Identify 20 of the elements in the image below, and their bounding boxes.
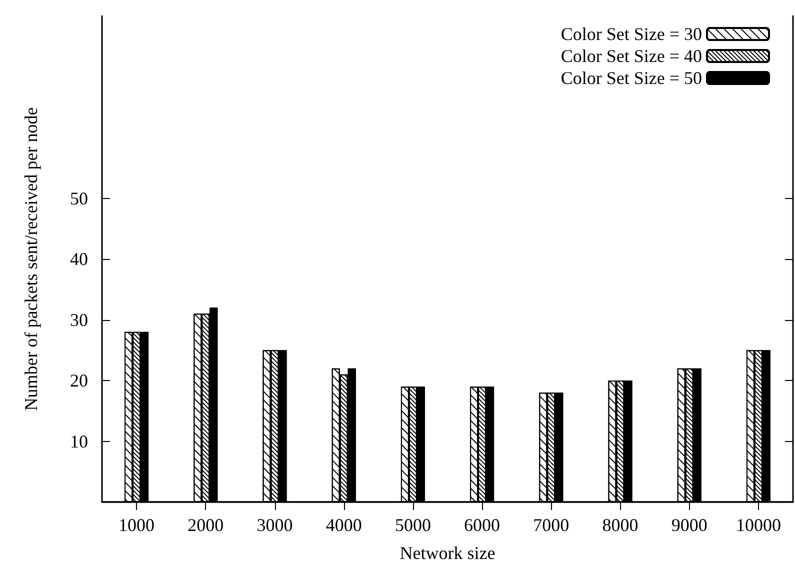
- y-tick-label: 40: [70, 249, 88, 269]
- legend-label: Color Set Size = 30: [560, 24, 702, 44]
- y-tick-label: 20: [70, 370, 88, 390]
- legend-label: Color Set Size = 40: [560, 46, 702, 66]
- x-tick-label: 10000: [736, 515, 781, 535]
- x-tick-label: 5000: [394, 515, 431, 535]
- y-tick-label: 30: [70, 310, 88, 330]
- y-axis-title: Number of packets sent/received per node: [21, 107, 41, 411]
- x-tick-label: 8000: [602, 515, 638, 535]
- x-tick-label: 7000: [533, 515, 570, 535]
- y-tick-label: 50: [70, 188, 88, 208]
- x-tick-label: 2000: [188, 515, 224, 535]
- x-tick-label: 4000: [326, 515, 362, 535]
- y-tick-label: 10: [70, 431, 88, 452]
- x-axis-title: Network size: [400, 543, 496, 563]
- legend-label: Color Set Size = 50: [560, 68, 702, 88]
- x-tick-label: 3000: [256, 515, 293, 535]
- x-tick-label: 1000: [118, 515, 155, 535]
- x-tick-label: 9000: [671, 515, 708, 535]
- x-tick-label: 6000: [464, 515, 500, 535]
